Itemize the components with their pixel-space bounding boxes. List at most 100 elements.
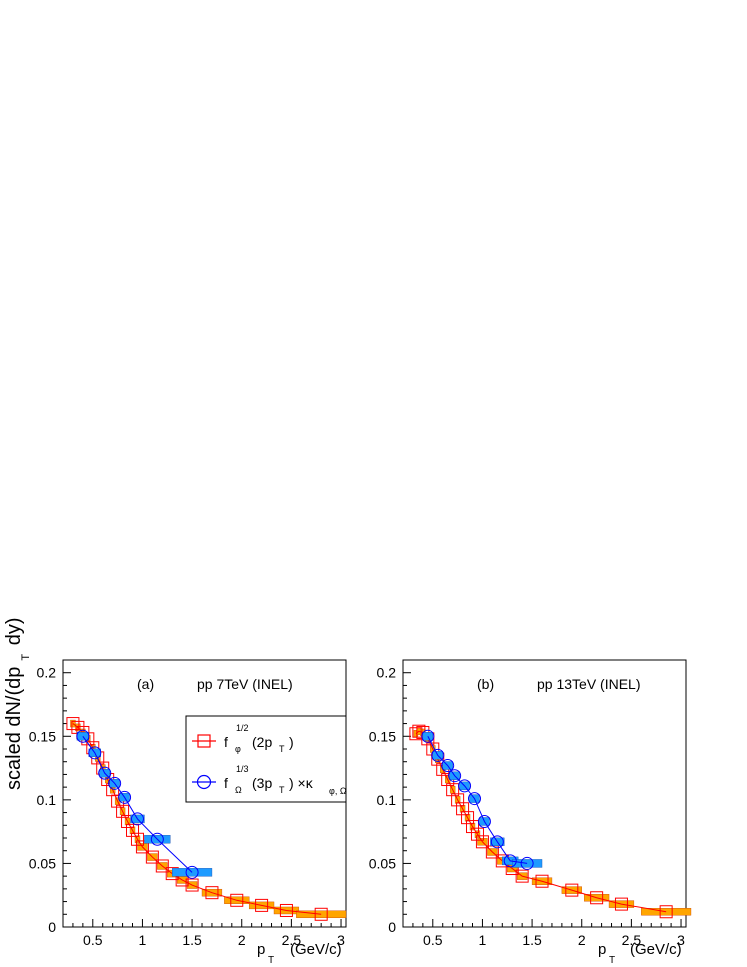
x-tick-label: 2.5 [622, 932, 642, 948]
data-point [466, 820, 480, 834]
x-axis-title-b-unit: (GeV/c) [630, 941, 682, 958]
data-point [470, 827, 484, 841]
x-tick-label: 1 [479, 932, 487, 948]
x-tick-label: 2 [578, 932, 586, 948]
x-tick-label: 3 [337, 932, 345, 948]
x-axis-title-a-unit: (GeV/c) [290, 941, 342, 958]
panel-b: 0.5 1 1.5 2 2.5 3 0 0.05 0.1 0.15 0.2 (b) pp 13TeV (… [369, 659, 692, 948]
data-point [135, 840, 149, 854]
y-tick-label: 0.2 [37, 665, 57, 681]
legend-box [185, 715, 347, 803]
legend-omega-marker [196, 774, 212, 790]
data-point [431, 748, 445, 762]
data-point [451, 793, 465, 807]
legend: f 1/2 φ (2p T ) f 1/3 Ω (3p T ) ×κ φ, Ω [185, 715, 347, 803]
panel-a: 0.5 1 1.5 2 2.5 3 0 0.05 0.1 0.15 0.2 (a) pp 7TeV (I… [29, 659, 347, 948]
y-axis-title-main: scaled dN/(dpT dy) [3, 618, 32, 790]
legend-phi-sup: 1/2 [236, 723, 249, 733]
y-tick-label: 0 [48, 919, 56, 935]
x-axis-title-b-p: p [598, 941, 606, 958]
legend-phi-marker [197, 734, 211, 748]
data-point [458, 779, 472, 793]
data-point [659, 905, 673, 919]
y-tick-label: 0.2 [377, 665, 397, 681]
data-point [421, 729, 435, 743]
legend-phi-sub: φ [235, 744, 241, 754]
data-point [108, 776, 122, 790]
data-point [446, 783, 460, 797]
system-label: pp 13TeV (INEL) [537, 676, 641, 692]
x-tick-label: 0.5 [423, 932, 443, 948]
series-line [415, 730, 667, 913]
x-axis-title-a-p: p [257, 941, 265, 958]
legend-phi-argsub: T [279, 744, 285, 754]
panel-label: (b) [477, 676, 494, 692]
data-point [118, 790, 132, 804]
series-line [427, 736, 528, 864]
data-point [185, 865, 199, 879]
data-point [126, 823, 140, 837]
data-point [66, 717, 80, 731]
legend-omega-arg: (3p [252, 775, 272, 791]
data-point [279, 903, 293, 917]
data-point [314, 907, 328, 921]
x-tick-label: 2 [238, 932, 246, 948]
y-tick-label: 0.05 [29, 855, 56, 871]
y-tick-label: 0 [388, 919, 396, 935]
x-tick-label: 1 [139, 932, 147, 948]
data-point [150, 832, 164, 846]
data-point [116, 804, 130, 818]
legend-phi-tail: ) [289, 734, 294, 750]
series-phi [66, 717, 347, 921]
y-tick-label: 0.05 [369, 855, 396, 871]
x-axis-title-b: p T (GeV/c) [598, 941, 682, 966]
x-tick-label: 0.5 [83, 932, 103, 948]
data-point [565, 883, 579, 897]
data-point [155, 859, 169, 873]
legend-entry-phi: f 1/2 φ (2p T ) [192, 723, 294, 754]
legend-omega-f: f [224, 775, 228, 791]
data-point [130, 832, 144, 846]
data-point [98, 766, 112, 780]
series-line [82, 735, 193, 873]
x-tick-label: 3 [677, 932, 685, 948]
data-point [503, 854, 517, 868]
legend-omega-sub: Ω [235, 785, 242, 795]
series-omega [421, 729, 543, 870]
x-tick-label: 2.5 [282, 932, 302, 948]
data-point [205, 886, 219, 900]
data-point [515, 869, 529, 883]
data-point [230, 893, 244, 907]
legend-omega-sup: 1/3 [236, 764, 249, 774]
legend-phi-arg: (2p [252, 734, 272, 750]
data-point [456, 802, 470, 816]
x-tick-label: 1.5 [522, 932, 542, 948]
series-phi [409, 724, 692, 919]
y-tick-label: 0.15 [369, 728, 396, 744]
y-tick-label: 0.1 [377, 792, 397, 808]
y-tick-label: 0.1 [37, 792, 57, 808]
system-label: pp 7TeV (INEL) [197, 676, 293, 692]
data-point [535, 874, 549, 888]
legend-phi-f: f [224, 734, 228, 750]
series-omega [76, 729, 213, 879]
data-point [130, 812, 144, 826]
series-line [72, 723, 322, 915]
data-point [490, 835, 504, 849]
data-point [467, 792, 481, 806]
data-point [145, 850, 159, 864]
data-point [255, 898, 269, 912]
x-axis-title-a: p T (GeV/c) [257, 941, 342, 966]
data-point [88, 746, 102, 760]
data-point [590, 891, 604, 905]
plot-frame [402, 659, 687, 928]
y-axis-title: scaled dN/(dpT dy) [3, 618, 32, 790]
legend-omega-kappasub: φ, Ω [329, 786, 347, 796]
panel-label: (a) [137, 676, 154, 692]
x-tick-label: 1.5 [182, 932, 202, 948]
legend-omega-tail: ) ×κ [289, 775, 314, 791]
x-axis-title-b-sub: T [609, 955, 615, 966]
data-point [76, 729, 90, 743]
data-point [448, 769, 462, 783]
